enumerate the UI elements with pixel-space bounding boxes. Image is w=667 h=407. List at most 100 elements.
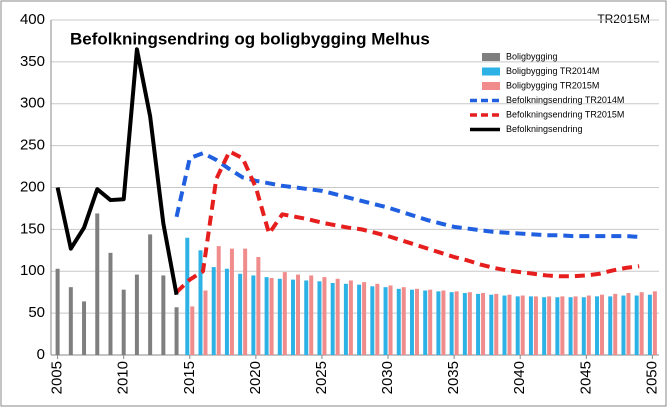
y-tick-label: 0: [37, 346, 45, 363]
bar: [409, 289, 414, 355]
y-tick-label: 200: [20, 178, 45, 195]
bar: [277, 278, 282, 355]
bar: [264, 277, 269, 355]
bar: [161, 275, 166, 355]
bar: [613, 293, 618, 355]
bar: [428, 289, 433, 355]
chart-title: Befolkningsendring og boligbygging Melhu…: [70, 29, 430, 48]
bar: [388, 285, 393, 355]
y-tick-label: 300: [20, 95, 45, 112]
bar: [269, 277, 274, 355]
legend-label: Boligbygging TR2014M: [506, 66, 599, 76]
bar: [224, 268, 229, 355]
x-tick-label: 2040: [511, 361, 528, 394]
bar: [639, 292, 644, 355]
bar: [560, 296, 565, 355]
legend-label: Boligbygging: [506, 51, 558, 61]
bar: [348, 280, 353, 355]
bar: [357, 284, 362, 355]
bar: [330, 282, 335, 355]
line: [175, 149, 640, 294]
bar: [108, 252, 113, 355]
bar: [251, 275, 256, 355]
bar: [542, 297, 547, 355]
x-tick-label: 2010: [115, 361, 132, 394]
bar: [441, 290, 446, 355]
bar: [370, 286, 375, 355]
bar: [134, 274, 139, 355]
x-tick-label: 2025: [313, 361, 330, 394]
bar: [335, 278, 340, 355]
x-tick-label: 2045: [577, 361, 594, 394]
bar: [282, 272, 287, 355]
bar: [568, 297, 573, 355]
bar: [229, 248, 234, 355]
bar: [216, 246, 221, 355]
bar: [243, 248, 248, 355]
bar: [528, 296, 533, 355]
legend-swatch: [482, 82, 500, 90]
legend-swatch: [482, 67, 500, 76]
x-tick-label: 2050: [643, 361, 660, 394]
bar: [449, 292, 454, 355]
bar: [555, 297, 560, 355]
bar: [203, 290, 208, 355]
bar: [343, 283, 348, 355]
bar: [82, 301, 87, 355]
bar: [652, 291, 657, 355]
bar: [55, 268, 60, 355]
bar: [586, 295, 591, 355]
bar: [573, 296, 578, 355]
bar: [647, 294, 652, 355]
bar: [581, 297, 586, 355]
legend-swatch: [482, 53, 500, 61]
bar: [476, 293, 481, 355]
bar: [148, 234, 153, 355]
bar: [95, 213, 100, 355]
x-tick-label: 2030: [379, 361, 396, 394]
bar: [489, 294, 494, 355]
bar: [198, 250, 203, 355]
bar: [520, 295, 525, 355]
legend-label: Befolkningsendring TR2014M: [506, 95, 624, 105]
bar: [174, 307, 179, 355]
legend-label: Boligbygging TR2015M: [506, 80, 599, 90]
legend-label: Befolkningsendring TR2015M: [506, 109, 624, 119]
bar: [595, 296, 600, 355]
y-tick-label: 350: [20, 53, 45, 70]
corner-label: TR2015M: [597, 12, 650, 26]
bar: [322, 277, 327, 355]
x-tick-label: 2035: [445, 361, 462, 394]
bar: [634, 295, 639, 355]
bar: [494, 293, 499, 355]
bar: [296, 274, 301, 355]
bar: [291, 279, 296, 355]
bar: [190, 306, 195, 355]
bar: [121, 289, 126, 355]
bar: [436, 291, 441, 355]
x-tick-label: 2005: [49, 361, 66, 394]
bar: [467, 292, 472, 355]
bar: [238, 273, 243, 355]
bar: [414, 288, 419, 355]
bar: [256, 257, 261, 355]
bar: [481, 293, 486, 355]
y-tick-label: 150: [20, 220, 45, 237]
bar: [304, 280, 309, 355]
bar: [515, 296, 520, 355]
bar: [211, 267, 216, 355]
bar: [600, 294, 605, 355]
bar: [317, 281, 322, 355]
bar: [507, 294, 512, 355]
bar: [401, 287, 406, 355]
bar: [626, 293, 631, 355]
bar: [309, 275, 314, 355]
y-tick-label: 100: [20, 262, 45, 279]
bar: [621, 295, 626, 355]
bar: [396, 288, 401, 355]
line: [55, 47, 179, 296]
bar: [375, 283, 380, 355]
bar: [533, 296, 538, 355]
bar: [362, 282, 367, 355]
